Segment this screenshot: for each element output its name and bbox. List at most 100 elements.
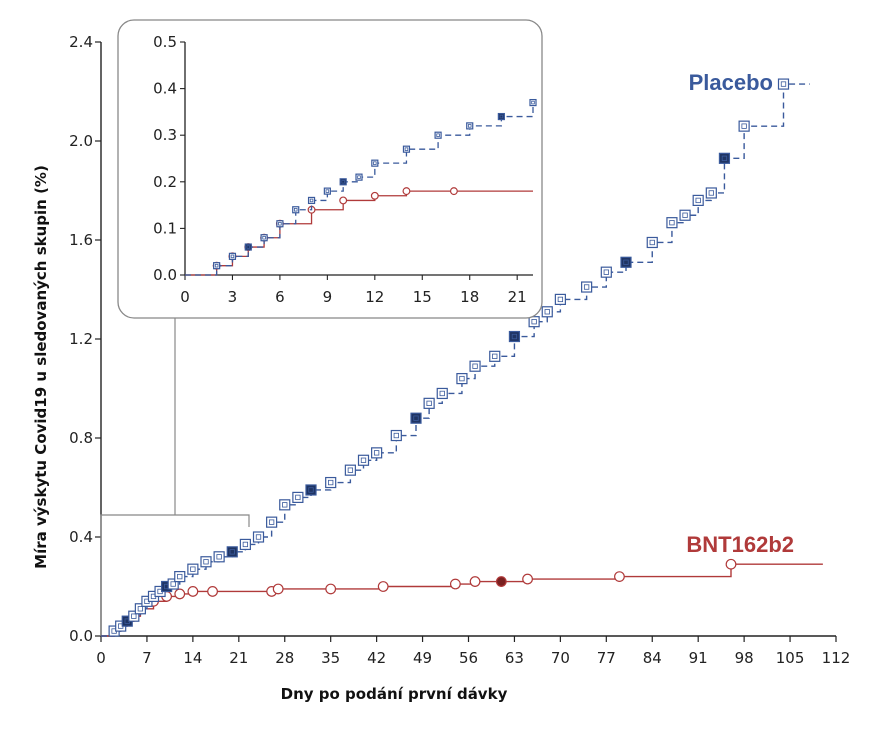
- inset-placebo-marker-inner: [325, 189, 330, 193]
- placebo-marker: [213, 551, 225, 563]
- placebo-marker-inner: [268, 519, 275, 525]
- placebo-marker: [692, 194, 704, 206]
- placebo-marker: [187, 563, 199, 575]
- inset-bnt162b2-marker: [370, 191, 379, 200]
- placebo-marker: [679, 209, 691, 221]
- placebo-marker-inner: [328, 479, 334, 486]
- placebo-marker-inner: [393, 432, 399, 439]
- placebo-marker-inner: [170, 581, 176, 587]
- bnt162b2-marker: [207, 586, 218, 597]
- bnt162b2-marker: [469, 576, 481, 587]
- inset-placebo-marker: [339, 178, 347, 186]
- placebo-marker-inner: [308, 487, 314, 493]
- placebo-marker: [738, 120, 750, 132]
- series-label-placebo: Placebo: [689, 70, 773, 95]
- inset-panel: [117, 19, 543, 319]
- y-tick-label: 1.2: [69, 330, 93, 348]
- placebo-marker: [167, 578, 179, 590]
- bnt162b2-marker: [325, 583, 337, 595]
- inset-x-tick-label: 21: [508, 288, 527, 306]
- inset-placebo-marker-inner: [341, 180, 345, 184]
- placebo-marker: [357, 454, 370, 466]
- inset-bnt162b2-marker: [339, 196, 348, 205]
- placebo-marker: [344, 464, 356, 476]
- inset-placebo-marker-inner: [357, 175, 361, 179]
- placebo-marker-inner: [242, 541, 249, 548]
- placebo-marker-inner: [426, 400, 432, 407]
- placebo-marker-inner: [282, 502, 288, 508]
- x-tick-label: 77: [597, 649, 616, 667]
- inset-y-tick-label: 0.5: [153, 33, 177, 51]
- inset-y-tick-label: 0.1: [153, 219, 177, 237]
- placebo-marker: [508, 330, 521, 343]
- placebo-marker: [541, 306, 553, 318]
- inset-x-tick-label: 15: [413, 288, 432, 306]
- placebo-marker-inner: [360, 457, 367, 463]
- placebo-marker-inner: [295, 494, 301, 501]
- x-tick-label: 98: [735, 649, 754, 667]
- placebo-marker-inner: [695, 197, 701, 204]
- x-tick-label: 28: [275, 649, 294, 667]
- inset-y-tick-label: 0.3: [153, 126, 177, 144]
- inset-x-tick-label: 6: [275, 288, 285, 306]
- bnt162b2-marker: [614, 571, 625, 582]
- placebo-marker-inner: [190, 566, 196, 572]
- placebo-marker: [226, 546, 238, 558]
- inset-placebo-marker: [244, 243, 252, 251]
- inset-y-ticks: 0.0 0.1 0.2 0.3 0.4 0.5: [153, 33, 185, 284]
- x-tick-label: 70: [551, 649, 570, 667]
- y-tick-label: 0.4: [69, 528, 93, 546]
- placebo-marker: [128, 610, 140, 622]
- inset-series-layer: [185, 98, 537, 276]
- placebo-marker: [600, 266, 612, 278]
- placebo-marker: [777, 78, 790, 90]
- placebo-marker: [174, 570, 186, 583]
- inset-placebo-marker: [260, 234, 268, 242]
- inset-placebo-marker: [355, 173, 363, 181]
- x-ticks: 0 7 14 21 28 35 42 49 56 63 70 77 84 91 98 105 112: [96, 636, 850, 667]
- placebo-marker: [292, 491, 304, 503]
- placebo-marker: [279, 499, 291, 511]
- placebo-marker: [200, 556, 212, 568]
- placebo-marker: [134, 603, 146, 615]
- inset-x-ticks: 0 3 6 9 12 15 18 21: [180, 275, 527, 306]
- placebo-marker: [371, 447, 383, 459]
- placebo-marker-inner: [780, 81, 787, 87]
- inset-placebo-marker-inner: [373, 161, 377, 165]
- inset-placebo-marker: [497, 112, 505, 121]
- placebo-marker-inner: [492, 353, 498, 359]
- bnt162b2-marker: [187, 586, 199, 597]
- inset-y-tick-label: 0.4: [153, 80, 177, 98]
- inset-placebo-marker-inner: [278, 221, 282, 226]
- bnt162b2-marker: [522, 573, 533, 585]
- x-tick-label: 14: [183, 649, 202, 667]
- inset-placebo-marker: [292, 206, 300, 214]
- inset-placebo-marker-inner: [531, 100, 535, 105]
- x-tick-label: 63: [505, 649, 524, 667]
- placebo-marker: [252, 531, 265, 543]
- bnt162b2-marker: [725, 558, 737, 570]
- placebo-marker: [554, 293, 566, 305]
- placebo-marker: [469, 360, 481, 372]
- placebo-marker-inner: [603, 269, 609, 275]
- x-tick-label: 56: [459, 649, 478, 667]
- x-tick-label: 0: [96, 649, 106, 667]
- placebo-marker: [581, 281, 593, 293]
- inset-placebo-marker: [323, 187, 331, 195]
- placebo-marker: [239, 538, 251, 551]
- inset-placebo-marker: [402, 145, 411, 153]
- y-tick-label: 2.0: [69, 132, 93, 150]
- inset-placebo-marker-inner: [436, 133, 440, 137]
- placebo-marker-inner: [459, 375, 465, 382]
- x-tick-label: 7: [142, 649, 152, 667]
- y-ticks: 0.0 0.4 0.8 1.2 1.6 2.0 2.4: [69, 33, 101, 645]
- bnt162b2-marker: [449, 578, 461, 590]
- inset-placebo-marker: [228, 252, 237, 260]
- x-tick-label: 21: [229, 649, 248, 667]
- placebo-marker-inner: [413, 415, 419, 421]
- bnt162b2-marker: [272, 583, 284, 595]
- inset-y-tick-label: 0.2: [153, 173, 177, 191]
- inset-x-tick-label: 0: [180, 288, 190, 306]
- y-tick-label: 1.6: [69, 231, 93, 249]
